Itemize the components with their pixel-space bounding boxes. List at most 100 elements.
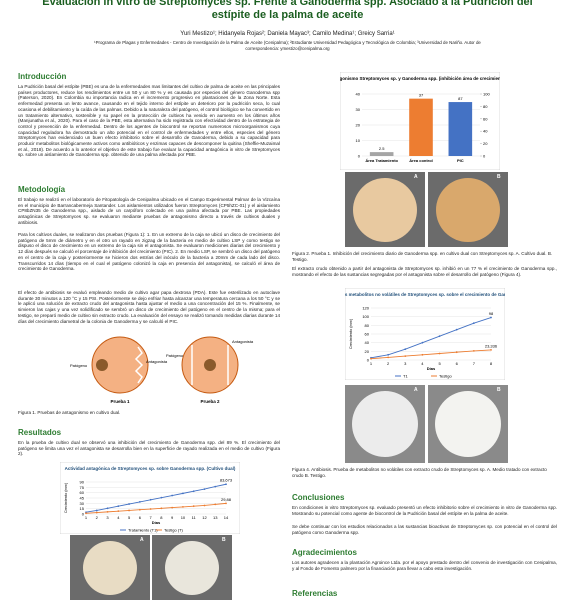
- paragraph: En condiciones in vitro Streptomyces sp.…: [292, 505, 557, 516]
- x-tick-label: 1: [370, 361, 373, 366]
- y-tick-label: 60: [365, 332, 370, 337]
- point: [225, 483, 227, 486]
- y-tick-label: 30: [80, 501, 85, 506]
- paragraph: El efecto de antibiosis se evaluó emplea…: [18, 290, 280, 324]
- bar-chart: Prueba de antagonismo Streptomyces sp. y…: [340, 72, 500, 170]
- label: Prueba 2: [200, 399, 220, 404]
- point: [438, 352, 441, 355]
- label: Antagonista: [146, 359, 168, 364]
- y2-tick-label: 0: [483, 154, 486, 159]
- y2-tick-label: 100: [483, 92, 490, 97]
- point: [160, 496, 163, 499]
- photo-label: A: [414, 387, 418, 393]
- x-tick-label: 7: [149, 515, 152, 520]
- photo-label: A: [140, 537, 144, 543]
- x-tick-label: 2: [387, 361, 390, 366]
- point: [421, 341, 424, 344]
- point: [85, 512, 87, 515]
- point: [214, 485, 217, 488]
- label: Antagonista: [232, 339, 254, 344]
- value-label: 29,88: [221, 497, 232, 502]
- bar: [369, 152, 394, 156]
- x-tick-label: 5: [128, 515, 131, 520]
- paragraph: Se debe continuar con los estudios relac…: [292, 524, 557, 535]
- photo-label: A: [414, 174, 418, 180]
- y-tick-label: 15: [80, 506, 85, 511]
- x-tick-label: 10: [181, 515, 186, 520]
- photo: [428, 172, 508, 247]
- point: [95, 511, 98, 514]
- y2-tick-label: 80: [483, 104, 488, 109]
- point: [128, 509, 130, 512]
- x-tick-label: 4: [117, 515, 120, 520]
- pathogen-disc: [204, 359, 216, 371]
- point: [203, 504, 206, 507]
- x-tick-label: 8: [490, 361, 493, 366]
- point: [171, 494, 174, 497]
- caption: Figura 4. Antibiosis. Prueba de metaboli…: [292, 467, 547, 478]
- point: [370, 357, 372, 360]
- point: [387, 353, 390, 356]
- photo-label: B: [497, 387, 501, 393]
- legend-label: T1: [403, 374, 408, 379]
- y-tick-label: 10: [356, 138, 361, 143]
- label: Patógeno: [70, 363, 88, 368]
- y-axis-label: Crecimiento (mm): [349, 318, 353, 349]
- authors: Yuri Mestizo¹; Hidanyela Rojas²; Daniela…: [180, 31, 395, 37]
- x-tick-label: 3: [404, 361, 407, 366]
- heading: Referencias: [292, 589, 338, 598]
- y2-tick-label: 20: [483, 141, 488, 146]
- point: [95, 509, 98, 512]
- point: [117, 510, 120, 513]
- y-tick-label: 0: [358, 154, 361, 159]
- chart-title: Efecto de los metabolitos no volátiles d…: [345, 292, 505, 297]
- point: [490, 348, 492, 351]
- point: [149, 508, 152, 510]
- y-tick-label: 45: [80, 496, 85, 501]
- y-axis-label: Crecimiento (mm): [64, 482, 68, 513]
- chart-title: Actividad antagónica de Streptomyces sp.…: [65, 466, 236, 471]
- y-tick-label: 0: [367, 358, 370, 363]
- label: Patógeno: [166, 353, 184, 358]
- value-label: 23,336: [485, 343, 498, 348]
- photo-label: B: [222, 537, 226, 543]
- point: [192, 505, 195, 508]
- point: [404, 355, 407, 357]
- photo: [345, 172, 425, 247]
- y-tick-label: 20: [365, 349, 370, 354]
- x-tick-label: 13: [213, 515, 218, 520]
- point: [214, 503, 217, 506]
- photo: [345, 385, 425, 463]
- value-label: 37: [419, 93, 424, 98]
- point: [225, 502, 227, 505]
- value-label: 2.5: [379, 146, 385, 151]
- y-tick-label: 40: [365, 340, 370, 345]
- point: [455, 351, 458, 354]
- x-tick-label: 6: [456, 361, 459, 366]
- point: [472, 322, 475, 325]
- paragraph: El extracto crudo obtenido a partir del …: [292, 266, 557, 277]
- y-tick-label: 100: [362, 314, 369, 319]
- chart-title: Prueba de antagonismo Streptomyces sp. y…: [340, 76, 500, 81]
- value-label: 87: [458, 96, 463, 101]
- caption: Figura 1. Pruebas de antagonismo en cult…: [18, 410, 121, 415]
- line-chart: Actividad antagónica de Streptomyces sp.…: [60, 462, 240, 534]
- heading: Conclusiones: [292, 493, 345, 502]
- x-tick-label: 4: [421, 361, 424, 366]
- x-tick-label: 12: [202, 515, 207, 520]
- point: [182, 505, 184, 508]
- label: Prueba 1: [110, 399, 130, 404]
- x-tick-label: 9: [171, 515, 174, 520]
- pathogen-disc: [96, 359, 108, 371]
- x-tick-label: 8: [160, 515, 163, 520]
- affiliations: ¹Programa de Plagas y Enfermedades - Cen…: [94, 40, 481, 51]
- value-label: 98: [489, 311, 494, 316]
- x-tick-label: Área Tratamiento: [365, 158, 398, 163]
- y-tick-label: 30: [356, 107, 361, 112]
- y-tick-label: 0: [82, 512, 85, 517]
- point: [128, 503, 130, 505]
- bar: [409, 98, 433, 156]
- photo-label: B: [497, 174, 501, 180]
- antagonist-streak: [134, 346, 144, 384]
